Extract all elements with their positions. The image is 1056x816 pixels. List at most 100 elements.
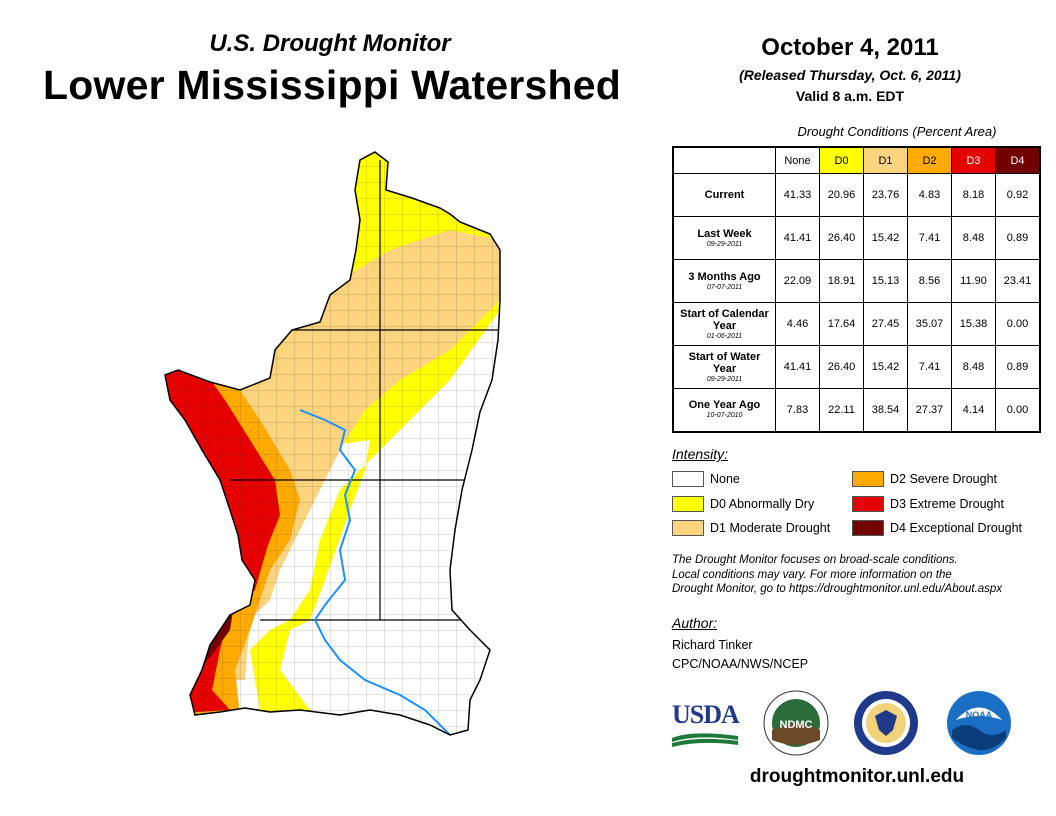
table-cell: 8.18 [951,173,996,217]
table-cell: 22.11 [819,388,864,432]
legend-label: D2 Severe Drought [890,472,998,486]
table-cell: 7.41 [907,216,952,260]
row-label: 3 Months Ago 07-07-2011 [672,259,776,303]
table-cell: 20.96 [819,173,864,217]
usda-logo: USDA [672,700,740,750]
legend-swatch [672,496,704,512]
map-date: October 4, 2011 [761,34,939,61]
note-line: Local conditions may vary. For more info… [672,568,952,581]
author-label: Author: [672,615,718,631]
table-cell: 4.14 [951,388,996,432]
row-date: 01-06-2011 [706,332,743,340]
noaa-logo: NOAA [947,691,1011,755]
author-name: Richard Tinker [672,638,753,652]
legend-label: D0 Abnormally Dry [710,497,815,511]
row-label: One Year Ago 10-07-2010 [672,388,776,432]
col-d3: D3 [951,146,996,174]
row-label-text: One Year Ago [688,399,761,412]
table-caption: Drought Conditions (Percent Area) [797,124,997,139]
table-row: Start of Calendar Year 01-06-2011 4.46 17.6… [672,302,1041,346]
watershed-outline [164,151,501,736]
table-cell: 15.42 [863,345,908,389]
table-row: Current 41.33 20.96 23.76 4.83 8.18 0.92 [672,173,1041,217]
table-cell: 8.48 [951,216,996,260]
ndmc-logo: NDMC [763,690,829,756]
county-lines [165,152,500,735]
table-cell: 0.89 [995,345,1041,389]
table-cell: 38.54 [863,388,908,432]
valid-time: Valid 8 a.m. EDT [795,88,905,104]
legend-swatch [852,471,884,487]
row-label-text: Last Week [697,227,752,240]
col-d1: D1 [863,146,908,174]
row-label-text: 3 Months Ago [688,270,761,283]
ndmc-logo-text: NDMC [780,719,813,731]
row-date: 10-07-2010 [706,412,743,420]
legend-label: D1 Moderate Drought [710,521,831,535]
table-cell: 26.40 [819,345,864,389]
row-label-text: Current [704,189,745,201]
legend-swatch [672,520,704,536]
legend-label: D3 Extreme Drought [890,497,1004,511]
legend-d1: D1 Moderate Drought [672,519,830,537]
table-cell: 18.91 [819,259,864,303]
table-cell: 23.76 [863,173,908,217]
author-org: CPC/NOAA/NWS/NCEP [672,657,809,671]
note-line: The Drought Monitor focuses on broad-sca… [672,554,958,566]
mississippi-river [299,409,451,735]
table-cell: 17.64 [819,302,864,346]
table-cell: 0.00 [995,388,1041,432]
col-none: None [775,146,820,174]
table-cell: 41.33 [775,173,820,217]
noaa-logo-text: NOAA [966,710,993,720]
table-cell: 26.40 [819,216,864,260]
legend-d2: D2 Severe Drought [852,470,997,488]
table-cell: 15.42 [863,216,908,260]
drought-conditions-table: None D0 D1 D2 D3 D4 Current 41.33 20.96 23.… [672,146,1041,433]
usda-hills-icon [672,733,738,747]
table-cell: 7.83 [775,388,820,432]
note-line: Drought Monitor, go to https://droughtmo… [672,583,1003,595]
row-label: Last Week 09-29-2011 [672,216,776,260]
row-date: 07-07-2011 [706,283,743,291]
table-cell: 8.56 [907,259,952,303]
table-cell: 23.41 [995,259,1041,303]
legend-title: Intensity: [672,446,729,462]
table-cell: 22.09 [775,259,820,303]
drought-map [164,151,501,736]
table-row: One Year Ago 10-07-2010 7.83 22.11 38.54 27.3… [672,388,1041,432]
region-title: Lower Mississippi Watershed [42,62,622,108]
table-cell: 8.48 [951,345,996,389]
legend-swatch [672,471,704,487]
table-cell: 4.46 [775,302,820,346]
table-cell: 7.41 [907,345,952,389]
table-cell: 27.37 [907,388,952,432]
usda-logo-text: USDA [672,700,740,729]
release-date: (Released Thursday, Oct. 6, 2011) [739,67,961,83]
table-cell: 27.45 [863,302,908,346]
state-boundaries [230,160,500,621]
table-cell: 11.90 [951,259,996,303]
program-title: U.S. Drought Monitor [209,30,451,57]
legend-swatch [852,520,884,536]
website-url[interactable]: droughtmonitor.unl.edu [749,766,965,787]
legend-swatch [852,496,884,512]
table-cell: 0.92 [995,173,1041,217]
legend-none: None [672,470,740,488]
row-label: Start of Water Year 09-29-2011 [672,345,776,389]
legend-label: D4 Exceptional Drought [890,521,1023,535]
disclaimer-note: The Drought Monitor focuses on broad-sca… [672,553,1042,597]
table-cell: 41.41 [775,216,820,260]
table-cell: 41.41 [775,345,820,389]
col-d4: D4 [995,146,1041,174]
table-cell: 35.07 [907,302,952,346]
row-label-text: Start of Water Year [688,350,761,375]
commerce-seal-icon [854,691,918,755]
table-cell: 15.38 [951,302,996,346]
table-cell: 4.83 [907,173,952,217]
table-cell: 0.89 [995,216,1041,260]
row-label-text: Start of Calendar Year [680,307,769,332]
row-label: Current [672,173,776,217]
table-header-row: None D0 D1 D2 D3 D4 [673,146,1041,174]
row-label: Start of Calendar Year 01-06-2011 [672,302,776,346]
